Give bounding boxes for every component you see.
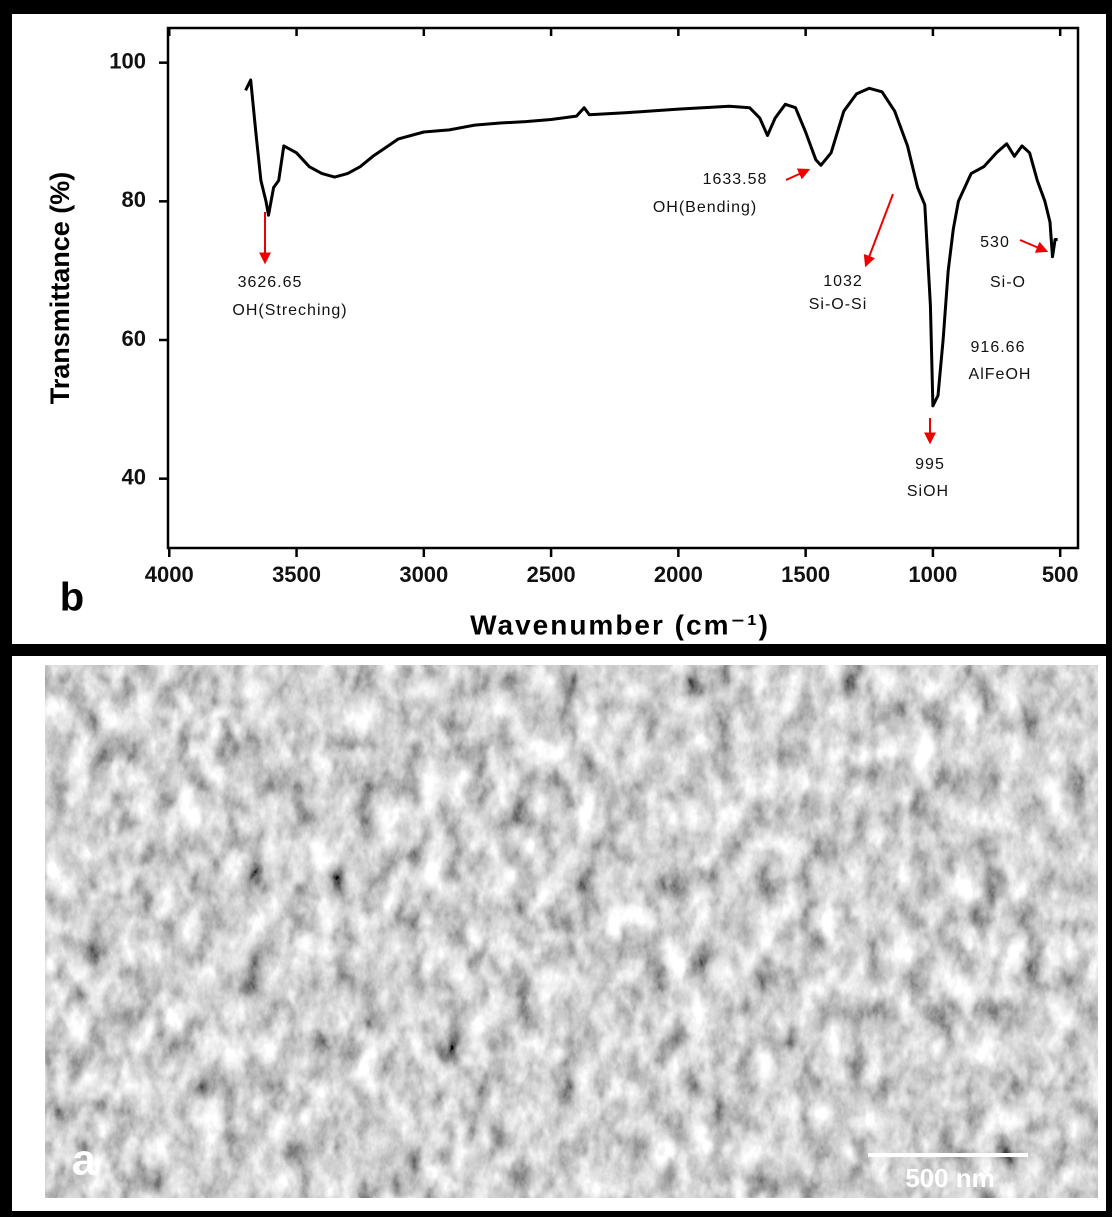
x-tick-label: 3000 xyxy=(399,562,448,587)
y-tick-label: 60 xyxy=(122,326,146,351)
annotation-value: 1633.58 xyxy=(703,171,768,188)
x-tick-label: 3500 xyxy=(272,562,321,587)
y-tick-label: 80 xyxy=(122,187,146,212)
spectrum-line xyxy=(244,78,1058,408)
annotation-value: 995 xyxy=(915,456,945,473)
y-axis-label: Transmittance (%) xyxy=(45,172,75,405)
annotation-label: SiOH xyxy=(907,483,949,500)
annotation-label: Si-O xyxy=(990,274,1026,291)
annotation-label: OH(Streching) xyxy=(232,302,347,319)
frame-top xyxy=(0,0,1112,14)
scale-bar-label: 500 nm xyxy=(905,1163,995,1193)
annotation-arrow xyxy=(785,168,811,181)
plot-frame xyxy=(166,26,1080,550)
x-tick-label: 2000 xyxy=(654,562,703,587)
x-tick-label: 2500 xyxy=(527,562,576,587)
annotation-value: 1032 xyxy=(823,273,863,290)
x-tick-label: 500 xyxy=(1042,562,1079,587)
annotation-label: AlFeOH xyxy=(969,366,1032,383)
x-tick-label: 1500 xyxy=(781,562,830,587)
x-tick-label: 4000 xyxy=(145,562,194,587)
annotation-value: 3626.65 xyxy=(238,274,303,291)
annotation-label: OH(Bending) xyxy=(653,199,757,216)
frame-right xyxy=(1106,0,1112,1217)
y-tick-label: 40 xyxy=(122,464,146,489)
plot: 40 60 80 100 4000 3500 3000 2500 2000 1500 1000 500… xyxy=(109,28,1079,587)
annotation-arrow xyxy=(863,193,894,268)
frame-divider xyxy=(0,644,1112,656)
annotation-value: 530 xyxy=(980,234,1010,251)
annotation-arrow xyxy=(1019,239,1049,253)
image-panel-label: a xyxy=(72,1136,97,1185)
sem-image xyxy=(45,665,1098,1198)
panel-label: b xyxy=(60,576,84,620)
x-axis-label: Wavenumber (cm⁻¹) xyxy=(470,609,770,640)
frame-bottom xyxy=(0,1211,1112,1217)
annotation-value: 916.66 xyxy=(971,339,1026,356)
frame-left xyxy=(0,0,12,1217)
y-tick-label: 100 xyxy=(109,48,146,73)
annotation-label: Si-O-Si xyxy=(809,296,868,313)
x-tick-label: 1000 xyxy=(908,562,957,587)
